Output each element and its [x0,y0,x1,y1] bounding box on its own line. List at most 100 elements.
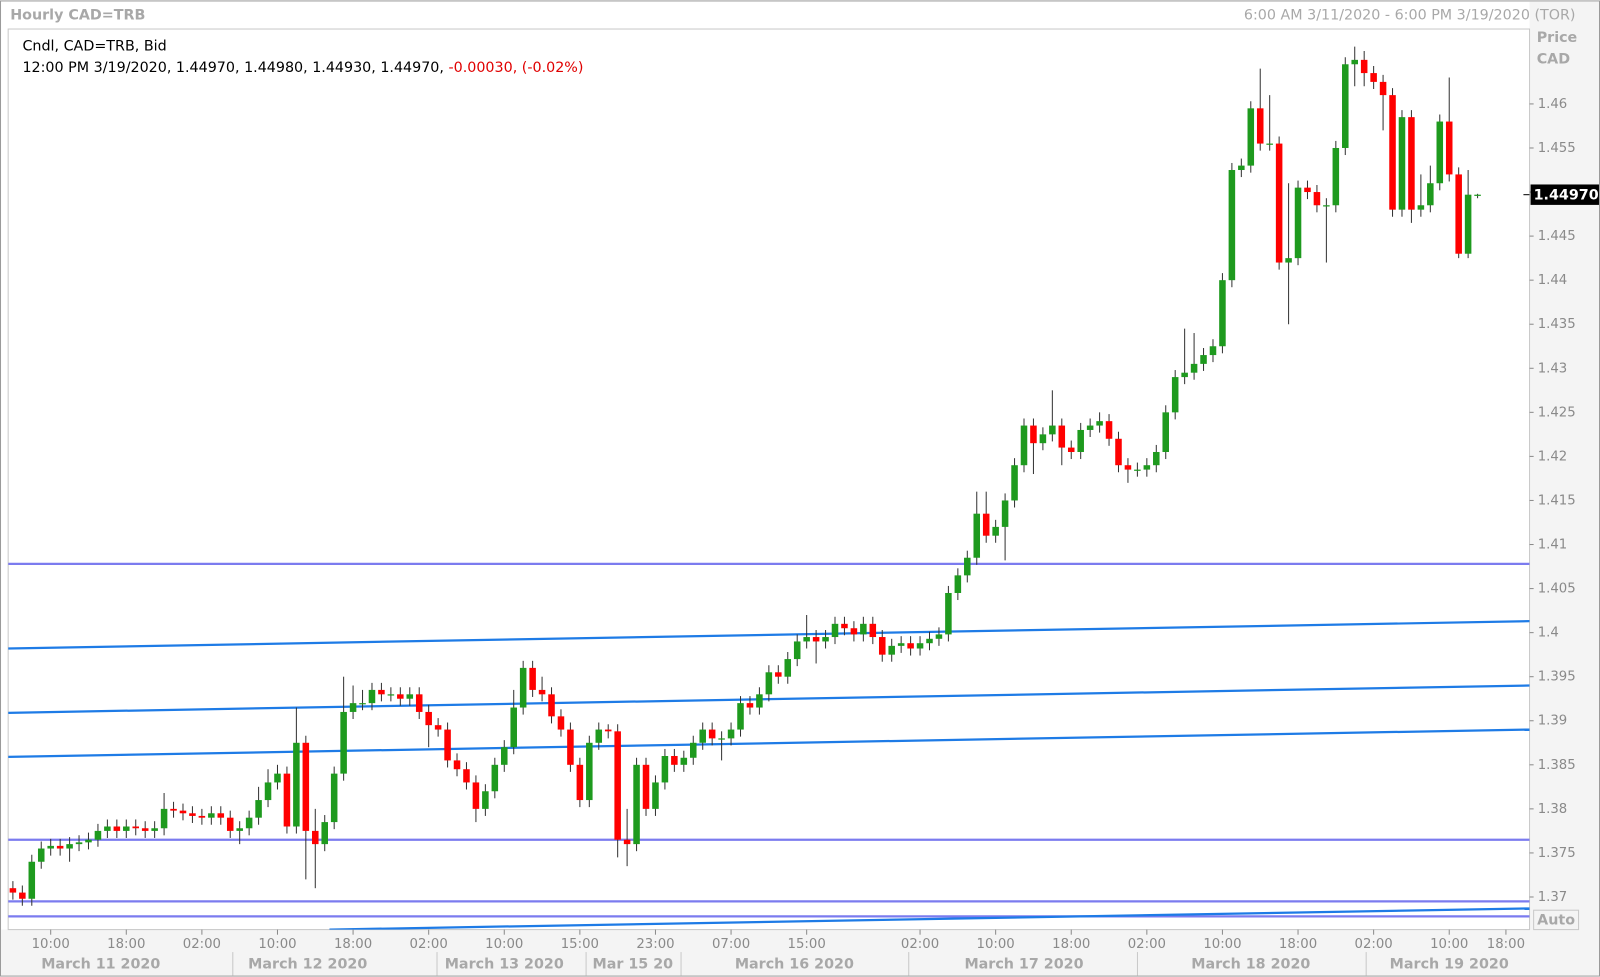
auto-button[interactable] [1533,909,1580,931]
candle-body [123,826,130,831]
candle-body [954,575,962,593]
candle-body [1247,108,1255,166]
candle-body [1086,425,1094,430]
y-tick-label: 1.415 [1538,493,1576,508]
date-label: March 12 2020 [248,956,367,972]
candle-body [586,742,593,801]
trend-line [8,728,1530,759]
candle-body [463,769,470,783]
candle-body [708,729,716,739]
candle-body [945,592,952,635]
candle-body [85,839,92,843]
y-tick-label: 1.425 [1538,405,1576,420]
candle-body [964,557,971,576]
candle-body [812,637,820,642]
candle-body [822,637,829,642]
y-tick-label: 1.42 [1538,449,1568,464]
candle-body [831,623,839,638]
candle-body [1143,465,1151,470]
candle-body [198,815,206,818]
candle-body [567,729,574,765]
x-tick-label: 10:00 [1203,937,1241,952]
candle-body [1039,434,1047,444]
y-axis-label: Price [1537,30,1578,46]
candle-body [330,773,338,823]
candle-body [841,623,848,629]
x-tick-label: 02:00 [410,937,448,952]
x-tick-label: 18:00 [1052,937,1090,952]
candle-body [737,703,744,730]
candle-body [151,828,158,831]
candle-body [510,707,517,748]
candle-body [642,764,650,809]
candle-body [274,773,281,783]
candle-body [718,738,725,740]
candle-body [1266,143,1273,145]
candle-body [302,742,310,831]
candle-body [1304,187,1311,193]
candle-body [1332,147,1340,206]
candle-body [1190,363,1198,373]
candle-body [860,623,867,635]
candle-body [472,782,480,809]
x-tick-label: 18:00 [1279,937,1317,952]
legend-text: Cndl, CAD=TRB, Bid [22,38,166,54]
candle-body [1162,412,1170,452]
candle-body [415,694,423,712]
candle-body [623,839,631,845]
plot-area [7,28,1531,931]
y-tick-label: 1.38 [1538,802,1568,817]
candle-body [19,892,26,899]
candle-body [501,747,508,765]
y-tick-label: 1.41 [1538,538,1568,553]
price-axis-bg [1529,1,1599,976]
candle-body [519,667,527,708]
candle-body [66,844,73,849]
candle-body [1370,73,1377,82]
candle-body [1408,117,1415,210]
trend-line [329,907,1530,930]
candle-body [56,845,64,849]
auto-button-label[interactable]: Auto [1537,912,1575,928]
candle-body [1342,64,1349,148]
candle-body [1058,425,1066,448]
candle-body [1275,143,1283,263]
candle-body [1030,425,1037,444]
candle-body [141,828,149,831]
candle-body [784,659,792,677]
candle-body [765,672,773,695]
candle-body [104,826,111,831]
candle-body [1436,121,1444,184]
candle-body [661,756,669,783]
candle-body [1077,429,1084,452]
candle-body [1219,280,1226,347]
candle-body [293,742,300,827]
candle-body [1379,81,1387,96]
date-label: March 18 2020 [1191,956,1310,972]
candle-body [1313,192,1321,206]
candle-body [1096,421,1103,426]
candle-body [179,810,187,814]
candle-body [397,694,404,699]
change-text: -0.00030, (-0.02%) [448,60,583,76]
candle-body [1294,187,1302,259]
y-tick-label: 1.455 [1538,141,1576,156]
candle-body [1124,465,1132,470]
candle-body [803,637,810,642]
y-tick-label: 1.46 [1538,97,1568,112]
y-tick-label: 1.445 [1538,229,1576,244]
candle-body [1351,59,1358,65]
candle-body [1200,355,1207,364]
date-label: March 17 2020 [964,956,1083,972]
candle-body [1020,425,1028,466]
candle-body [1153,451,1160,466]
date-label: Mar 15 20 [592,956,673,972]
candle-body [340,711,347,774]
date-separators [232,952,1367,976]
candle-body [9,888,17,893]
candle-body [312,830,319,845]
candle-body [557,716,565,730]
candle-body [1105,421,1113,439]
date-label: March 16 2020 [735,956,854,972]
y-tick-label: 1.44 [1538,273,1568,288]
